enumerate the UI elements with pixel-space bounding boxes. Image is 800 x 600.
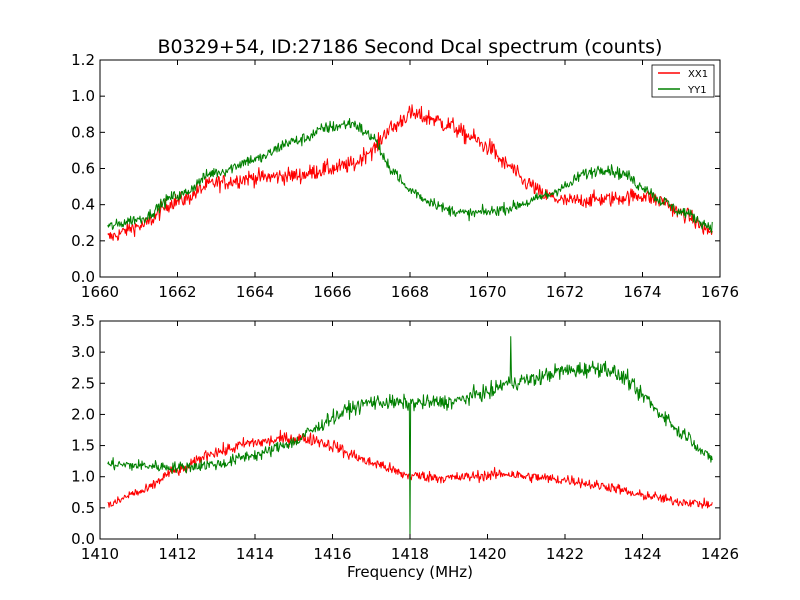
bottom-y-tick-label: 1.5 <box>71 437 95 455</box>
top-x-tick-label: 1676 <box>701 283 739 301</box>
x-axis-label: Frequency (MHz) <box>347 563 473 581</box>
top-y-tick-label: 1.2 <box>71 51 95 69</box>
bottom-x-ticks: 1410 1412 1414 1416 1418 1420 1422 1424 1426 <box>81 321 739 563</box>
bottom-x-tick-label: 1426 <box>701 545 739 563</box>
top-x-tick-label: 1662 <box>158 283 196 301</box>
top-x-tick-label: 1670 <box>468 283 506 301</box>
bottom-y-tick-label: 1.0 <box>71 468 95 486</box>
top-y-tick-label: 0.6 <box>71 160 95 178</box>
bottom-x-tick-label: 1424 <box>623 545 661 563</box>
top-y-tick-label: 0.2 <box>71 232 95 250</box>
top-y-tick-label: 0.8 <box>71 123 95 141</box>
top-series-yy1 <box>107 117 713 234</box>
top-x-tick-label: 1664 <box>236 283 274 301</box>
legend-label-yy1: YY1 <box>687 85 707 96</box>
bottom-x-tick-label: 1412 <box>158 545 196 563</box>
bottom-x-tick-label: 1414 <box>236 545 274 563</box>
figure-title: B0329+54, ID:27186 Second Dcal spectrum … <box>158 36 663 58</box>
legend-label-xx1: XX1 <box>688 69 708 80</box>
top-x-tick-label: 1674 <box>623 283 661 301</box>
top-y-ticks: 0.0 0.2 0.4 0.6 0.8 1.0 1.2 <box>71 51 720 286</box>
top-x-tick-label: 1660 <box>81 283 119 301</box>
bottom-y-tick-label: 0.5 <box>71 499 95 517</box>
top-plot-area <box>100 60 720 277</box>
top-series-lines <box>107 104 713 241</box>
top-panel: 1660 1662 1664 1666 1668 1670 1672 1674 1676 0.0… <box>71 51 739 301</box>
bottom-x-tick-label: 1418 <box>391 545 429 563</box>
bottom-x-tick-label: 1416 <box>313 545 351 563</box>
bottom-y-tick-label: 2.0 <box>71 405 95 423</box>
bottom-x-tick-label: 1422 <box>546 545 584 563</box>
bottom-y-tick-label: 0.0 <box>71 530 95 548</box>
top-series-xx1 <box>107 104 713 241</box>
legend: XX1 YY1 <box>651 64 715 98</box>
bottom-y-tick-label: 3.5 <box>71 312 95 330</box>
bottom-panel: 1410 1412 1414 1416 1418 1420 1422 1424 1426 0.0… <box>71 312 739 563</box>
bottom-y-ticks: 0.0 0.5 1.0 1.5 2.0 2.5 3.0 3.5 <box>71 312 720 548</box>
top-y-tick-label: 0.0 <box>71 268 95 286</box>
legend-box <box>651 64 715 98</box>
top-x-tick-label: 1672 <box>546 283 584 301</box>
top-y-tick-label: 1.0 <box>71 87 95 105</box>
bottom-x-tick-label: 1420 <box>468 545 506 563</box>
bottom-y-tick-label: 3.0 <box>71 343 95 361</box>
top-x-tick-label: 1668 <box>391 283 429 301</box>
top-x-ticks: 1660 1662 1664 1666 1668 1670 1672 1674 1676 <box>81 60 739 301</box>
top-x-tick-label: 1666 <box>313 283 351 301</box>
bottom-y-tick-label: 2.5 <box>71 374 95 392</box>
bottom-x-tick-label: 1410 <box>81 545 119 563</box>
top-y-tick-label: 0.4 <box>71 196 95 214</box>
